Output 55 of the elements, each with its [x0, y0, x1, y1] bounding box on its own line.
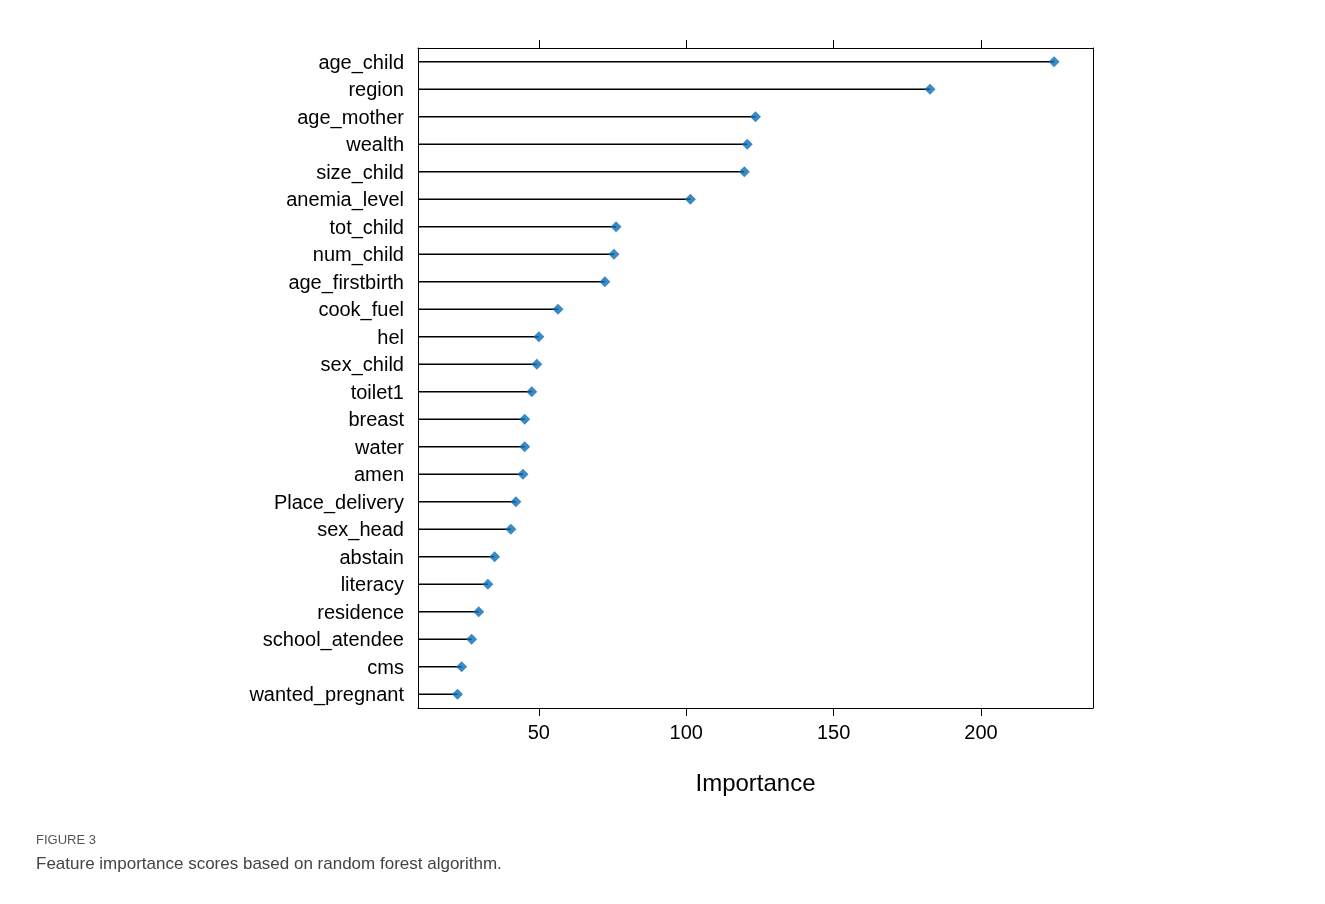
point: [750, 111, 761, 123]
point: [599, 276, 611, 288]
point: [519, 441, 531, 453]
text: Feature importance scores based on random forest algorithm.: [36, 854, 502, 873]
y-tick-label: sex_head: [317, 518, 404, 542]
point: [533, 331, 545, 343]
x-tick-label: 200: [964, 721, 998, 743]
y-tick-label: age_mother: [297, 105, 405, 129]
y-tick-label: wealth: [345, 133, 404, 156]
point: [738, 166, 750, 178]
point: [684, 193, 696, 205]
y-tick-label: size_child: [316, 160, 404, 184]
x-axis-title: Importance: [695, 768, 816, 796]
x-tick-label: 50: [527, 721, 550, 743]
y-tick-label: tot_child: [329, 215, 404, 239]
point: [1048, 56, 1060, 68]
y-tick-label: abstain: [339, 545, 404, 568]
point: [489, 551, 501, 563]
y-tick-label: residence: [317, 600, 404, 623]
y-tick-label: water: [354, 435, 405, 458]
y-tick-label: age_firstbirth: [288, 270, 404, 294]
point: [531, 358, 543, 370]
point: [456, 661, 468, 673]
point: [741, 138, 753, 150]
point: [466, 633, 478, 645]
point: [924, 83, 936, 95]
y-tick-label: num_child: [312, 243, 404, 267]
y-tick-label: breast: [348, 408, 405, 431]
y-tick-label: region: [348, 78, 404, 101]
point: [552, 303, 564, 315]
caption: FIGURE 3: [36, 832, 96, 847]
y-tick-label: toilet1: [350, 380, 404, 403]
point: [610, 221, 622, 233]
x-tick-label: 100: [669, 721, 703, 743]
point: [510, 496, 522, 508]
y-tick-label: Place_delivery: [273, 490, 404, 514]
y-tick-label: age_child: [318, 50, 404, 74]
y-tick-label: literacy: [340, 573, 404, 596]
y-tick-label: amen: [353, 463, 404, 486]
point: [608, 248, 620, 260]
x-tick-label: 150: [816, 721, 851, 743]
y-tick-label: hel: [377, 325, 404, 348]
point: [519, 413, 531, 425]
point: [505, 523, 517, 535]
point: [482, 578, 494, 590]
y-tick-label: cms: [367, 655, 404, 678]
y-tick-label: school_atendee: [262, 628, 404, 652]
y-tick-label: cook_fuel: [318, 298, 404, 322]
point: [517, 468, 529, 480]
point: [473, 606, 485, 618]
y-tick-label: anemia_level: [286, 188, 404, 212]
y-tick-label: sex_child: [320, 353, 404, 377]
y-tick-label: wanted_pregnant: [248, 683, 405, 707]
point: [452, 688, 463, 700]
point: [526, 386, 538, 398]
